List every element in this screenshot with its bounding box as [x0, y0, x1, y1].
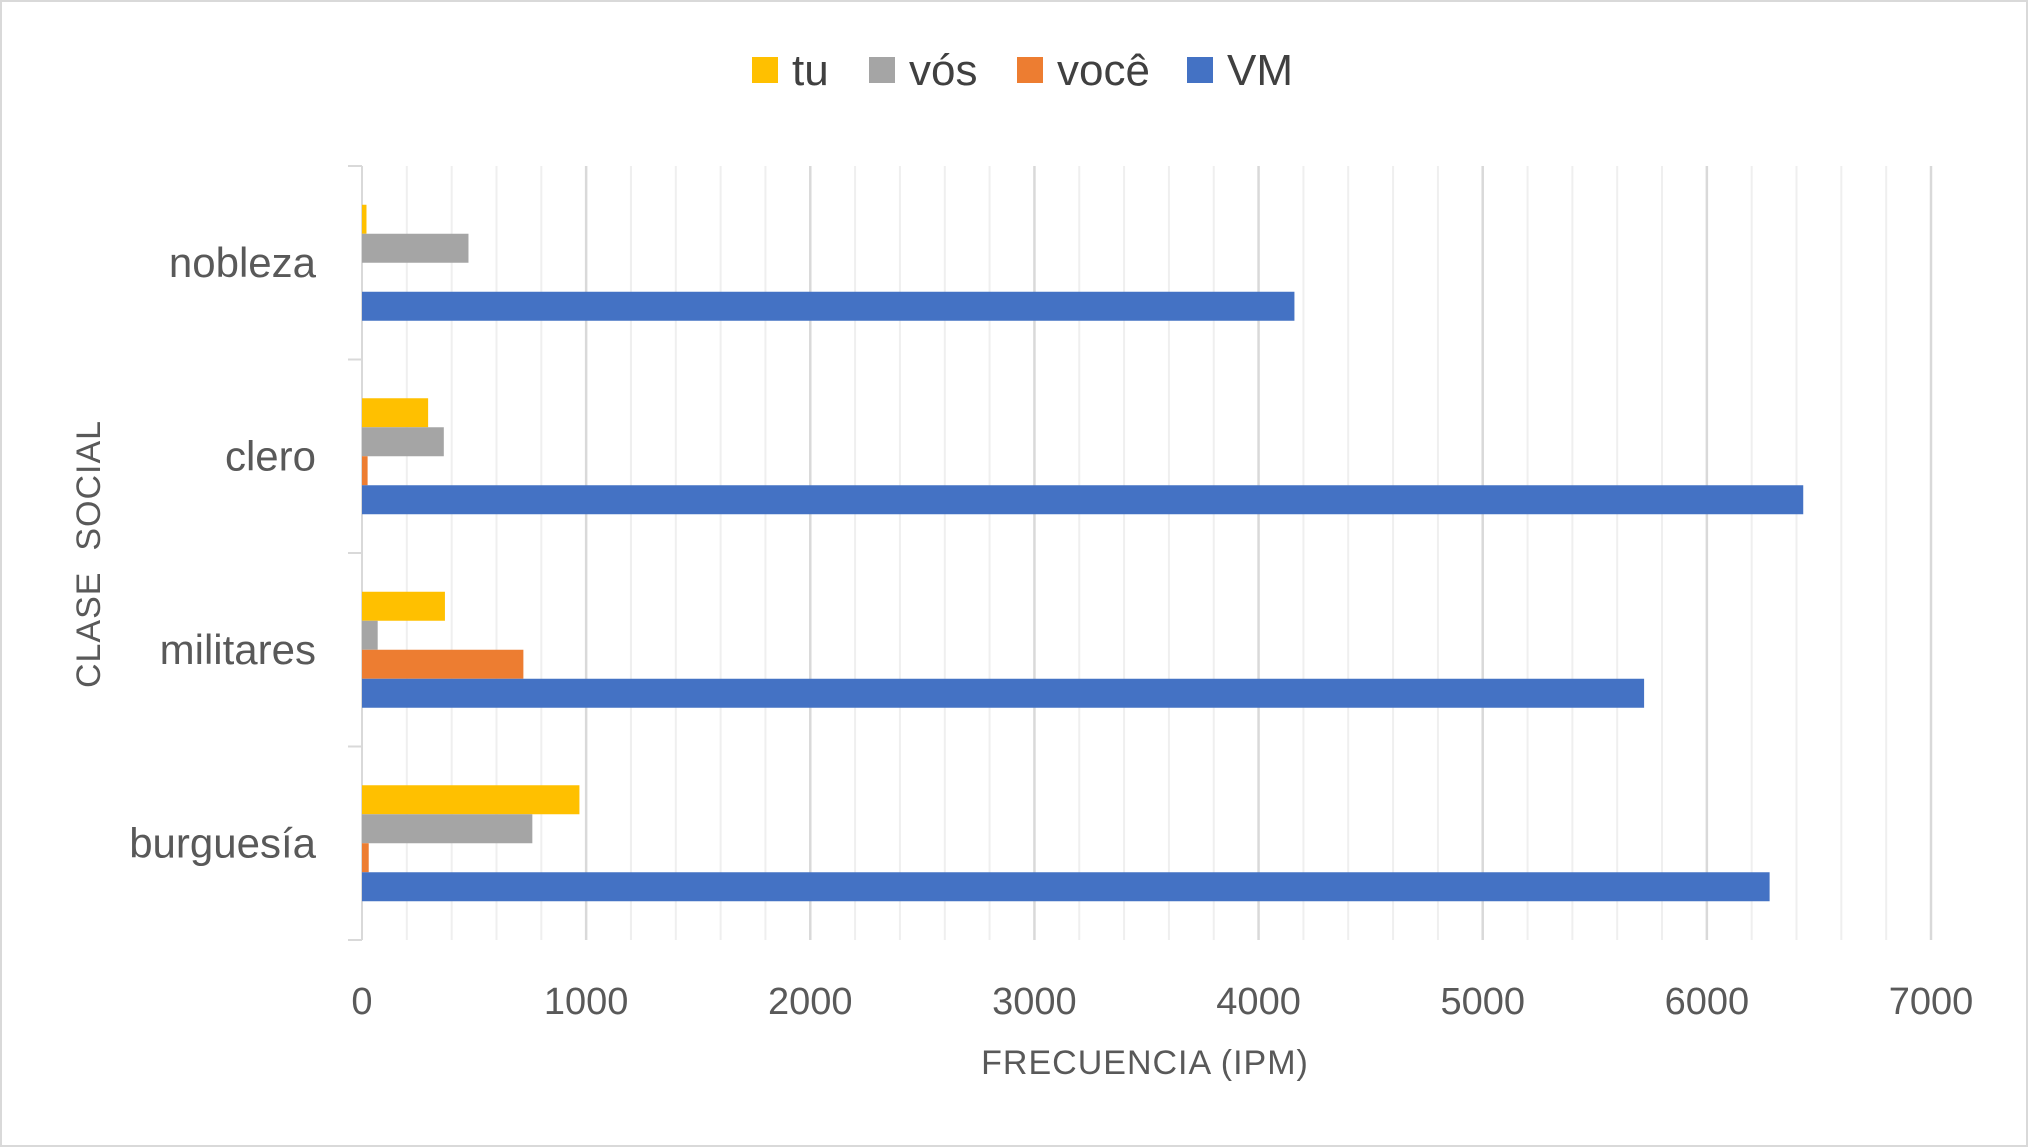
y-axis-title: CLASE SOCIAL: [70, 420, 108, 688]
x-tick-label: 6000: [1665, 981, 1750, 1023]
legend-label-vós: vós: [909, 46, 977, 95]
bar-você-militares: [362, 649, 524, 679]
bar-vós-burguesía: [362, 814, 533, 844]
bar-tu-clero: [362, 398, 429, 428]
bar-VM-nobleza: [362, 291, 1295, 321]
category-label: nobleza: [169, 239, 317, 286]
x-tick-label: 1000: [544, 981, 629, 1023]
category-label: burguesía: [129, 819, 316, 866]
x-tick-label: 3000: [992, 981, 1077, 1023]
legend-label-tu: tu: [792, 46, 829, 95]
category-labels: burguesía militares clero nobleza: [129, 239, 316, 867]
category-label: militares: [160, 626, 316, 673]
y-axis: [348, 165, 363, 941]
bar-tu-nobleza: [362, 204, 367, 234]
legend-label-VM: VM: [1227, 46, 1293, 95]
x-tick-label: 7000: [1889, 981, 1974, 1023]
gridlines: [405, 166, 1933, 940]
bar-vós-militares: [362, 620, 378, 650]
legend-swatch-vós: [869, 57, 895, 83]
x-tick-label: 2000: [768, 981, 853, 1023]
x-tick-label: 0: [351, 981, 372, 1023]
bar-tu-burguesía: [362, 785, 580, 815]
bar-VM-militares: [362, 678, 1645, 708]
x-tick-label: 4000: [1216, 981, 1301, 1023]
bars: [362, 204, 1804, 902]
bar-VM-burguesía: [362, 872, 1770, 902]
bar-vós-clero: [362, 427, 444, 457]
legend-swatch-tu: [752, 57, 778, 83]
legend: tu vós você VM: [752, 46, 1293, 95]
bar-vós-nobleza: [362, 233, 469, 263]
legend-swatch-você: [1017, 57, 1043, 83]
x-tick-label: 5000: [1440, 981, 1525, 1023]
legend-label-você: você: [1057, 46, 1150, 95]
category-label: clero: [225, 432, 316, 479]
bar-tu-militares: [362, 591, 445, 621]
x-axis-title: FRECUENCIA (IPM): [981, 1044, 1309, 1082]
bar-você-burguesía: [362, 843, 369, 873]
bar-você-clero: [362, 456, 368, 486]
x-tick-labels: 0 1000 2000 3000 4000 5000 6000 7000: [351, 981, 1973, 1023]
legend-swatch-VM: [1187, 57, 1213, 83]
bar-VM-clero: [362, 485, 1804, 515]
